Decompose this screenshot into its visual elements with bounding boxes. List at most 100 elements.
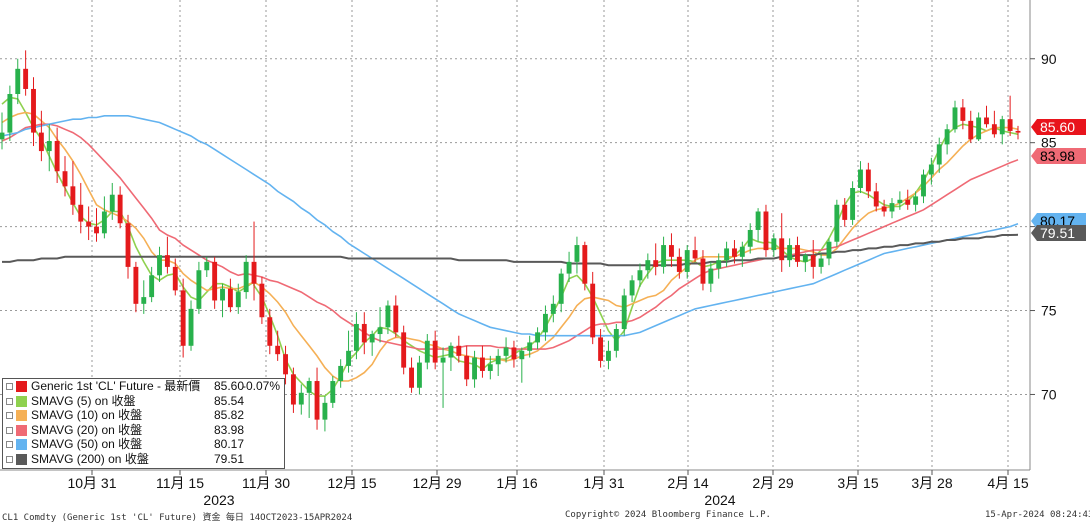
candle: [574, 236, 580, 274]
x-tick-label: 2月 14: [667, 475, 708, 491]
candle: [739, 241, 745, 267]
candle: [101, 196, 107, 239]
candle-body: [251, 261, 257, 284]
candle-body: [645, 260, 651, 271]
candle-body: [448, 345, 454, 358]
candle: [881, 199, 887, 217]
ma-line: [1, 111, 1019, 382]
x-tick-label: 3月 28: [911, 475, 952, 491]
legend-swatch: [16, 439, 27, 451]
candle-body: [188, 308, 194, 346]
legend-value: 85.60: [213, 379, 244, 393]
expand-box-icon[interactable]: [6, 455, 13, 463]
candle: [424, 334, 430, 370]
candle: [795, 236, 800, 267]
candle: [267, 308, 273, 355]
candle: [968, 110, 974, 143]
candle-body: [850, 188, 856, 220]
candle: [889, 198, 895, 219]
x-tick-label: 11月 30: [242, 475, 290, 491]
candle: [243, 255, 249, 299]
candle: [755, 208, 761, 242]
candle: [543, 305, 548, 341]
candle: [535, 327, 541, 350]
candle-body: [598, 337, 604, 361]
candle: [598, 329, 604, 368]
candle-body: [700, 258, 706, 284]
candle: [346, 330, 351, 373]
expand-box-icon[interactable]: [6, 441, 13, 449]
candle-body: [574, 245, 580, 262]
candle-body: [46, 141, 52, 152]
candle-body: [267, 317, 273, 346]
legend-row-sma200: SMAVG (200) on 收盤 79.51: [3, 452, 284, 467]
candle: [865, 162, 871, 199]
expand-box-icon[interactable]: [6, 412, 13, 420]
candle-body: [739, 246, 745, 257]
candle: [944, 124, 950, 155]
candle: [235, 283, 241, 314]
legend: Generic 1st 'CL' Future - 最新價 85.60 -0.0…: [2, 378, 285, 469]
candle-body: [54, 141, 60, 172]
legend-row-sma20: SMAVG (20) on 收盤 83.98: [3, 423, 284, 438]
candle-body: [330, 381, 336, 403]
candle: [227, 278, 233, 313]
legend-label: SMAVG (50) on 收盤: [31, 437, 143, 452]
candle: [314, 367, 320, 430]
candle-body: [117, 194, 123, 224]
candle: [527, 335, 533, 358]
candle-body: [550, 303, 556, 314]
candle: [582, 241, 588, 291]
candle: [905, 189, 911, 210]
candle: [897, 191, 903, 210]
candle-body: [991, 124, 997, 135]
price-tag-label: 79.51: [1040, 225, 1075, 241]
candle: [290, 367, 296, 413]
candle: [913, 191, 919, 212]
expand-box-icon[interactable]: [6, 397, 13, 405]
candle: [676, 248, 682, 279]
candle: [188, 300, 194, 351]
candle-body: [873, 191, 879, 207]
candle-body: [692, 250, 698, 259]
price-tag: 83.98: [1031, 148, 1086, 164]
candle-body: [669, 245, 674, 257]
candle-body: [495, 355, 501, 365]
x-tick-label: 1月 31: [583, 475, 624, 491]
candle-body: [149, 275, 155, 298]
candle: [960, 99, 966, 130]
legend-change: -0.07%: [241, 379, 280, 393]
candle-body: [519, 350, 525, 360]
x-tick-label: 3月 15: [837, 475, 878, 491]
candle-body: [952, 107, 958, 130]
candle-body: [259, 283, 265, 318]
legend-value: 85.54: [213, 393, 244, 408]
candle: [330, 376, 336, 408]
candle-body: [676, 256, 682, 272]
candle-body: [928, 164, 934, 175]
candle-body: [936, 144, 942, 165]
candle-body: [637, 270, 643, 281]
candle: [220, 283, 225, 318]
candle: [984, 105, 989, 128]
candle-body: [858, 169, 863, 188]
candle: [511, 340, 517, 368]
candle: [377, 307, 383, 343]
expand-box-icon[interactable]: [6, 426, 13, 434]
candle: [251, 221, 257, 301]
candle: [550, 295, 556, 323]
candle-body: [976, 117, 982, 140]
expand-box-icon[interactable]: [6, 383, 13, 390]
candle-body: [283, 354, 288, 375]
candle: [495, 349, 501, 376]
candle-body: [613, 329, 619, 351]
price-tag-bg: [1031, 119, 1086, 135]
candle: [78, 182, 84, 234]
candle-body: [78, 204, 84, 222]
candle: [850, 181, 856, 225]
legend-value: 83.98: [213, 422, 244, 437]
legend-swatch: [16, 395, 27, 407]
candle: [275, 330, 281, 361]
candle: [999, 115, 1005, 145]
candle-body: [606, 350, 611, 361]
